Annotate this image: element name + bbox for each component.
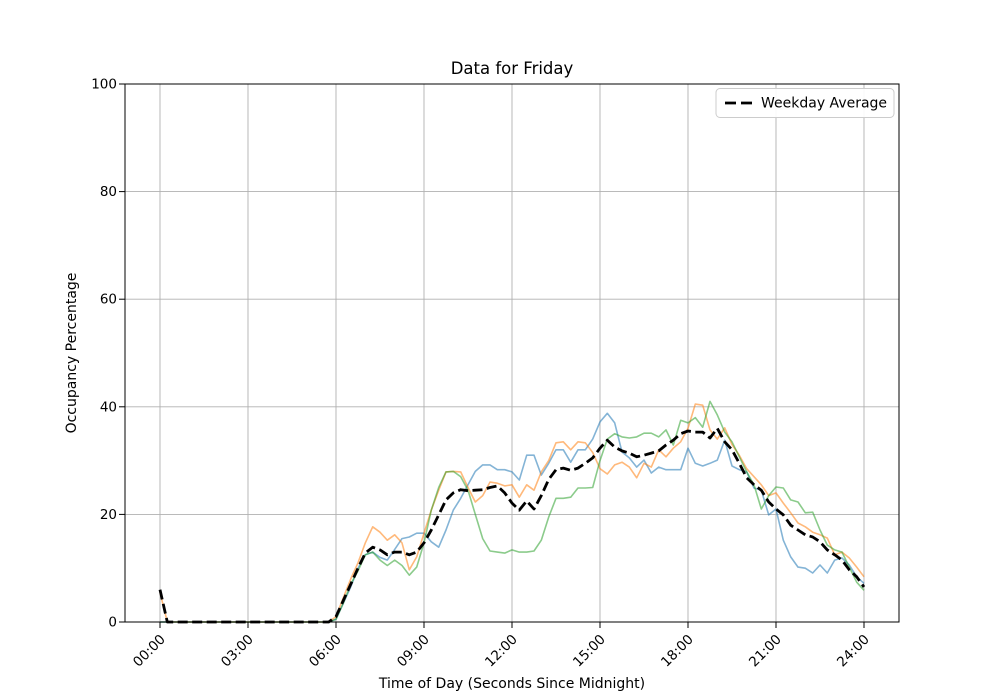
legend-box bbox=[715, 88, 895, 118]
series-line-weekday-average bbox=[158, 426, 866, 624]
y-axis-label: Occupancy Percentage bbox=[64, 273, 80, 434]
y-tick-label: 100 bbox=[91, 77, 117, 93]
legend-label: Weekday Average bbox=[761, 96, 887, 112]
legend: Weekday Average bbox=[715, 88, 895, 118]
y-tick-label: 40 bbox=[100, 399, 117, 415]
y-tick-label: 0 bbox=[108, 615, 117, 631]
chart-title: Data for Friday bbox=[451, 59, 574, 78]
y-tick-label: 80 bbox=[100, 184, 117, 200]
axis-tick-marks bbox=[119, 83, 865, 628]
x-axis-label: Time of Day (Seconds Since Midnight) bbox=[378, 676, 645, 692]
y-tick-label: 60 bbox=[100, 292, 117, 308]
y-axis-tick-labels: 0 20 40 60 80 100 bbox=[91, 77, 117, 631]
y-tick-label: 20 bbox=[100, 507, 117, 523]
